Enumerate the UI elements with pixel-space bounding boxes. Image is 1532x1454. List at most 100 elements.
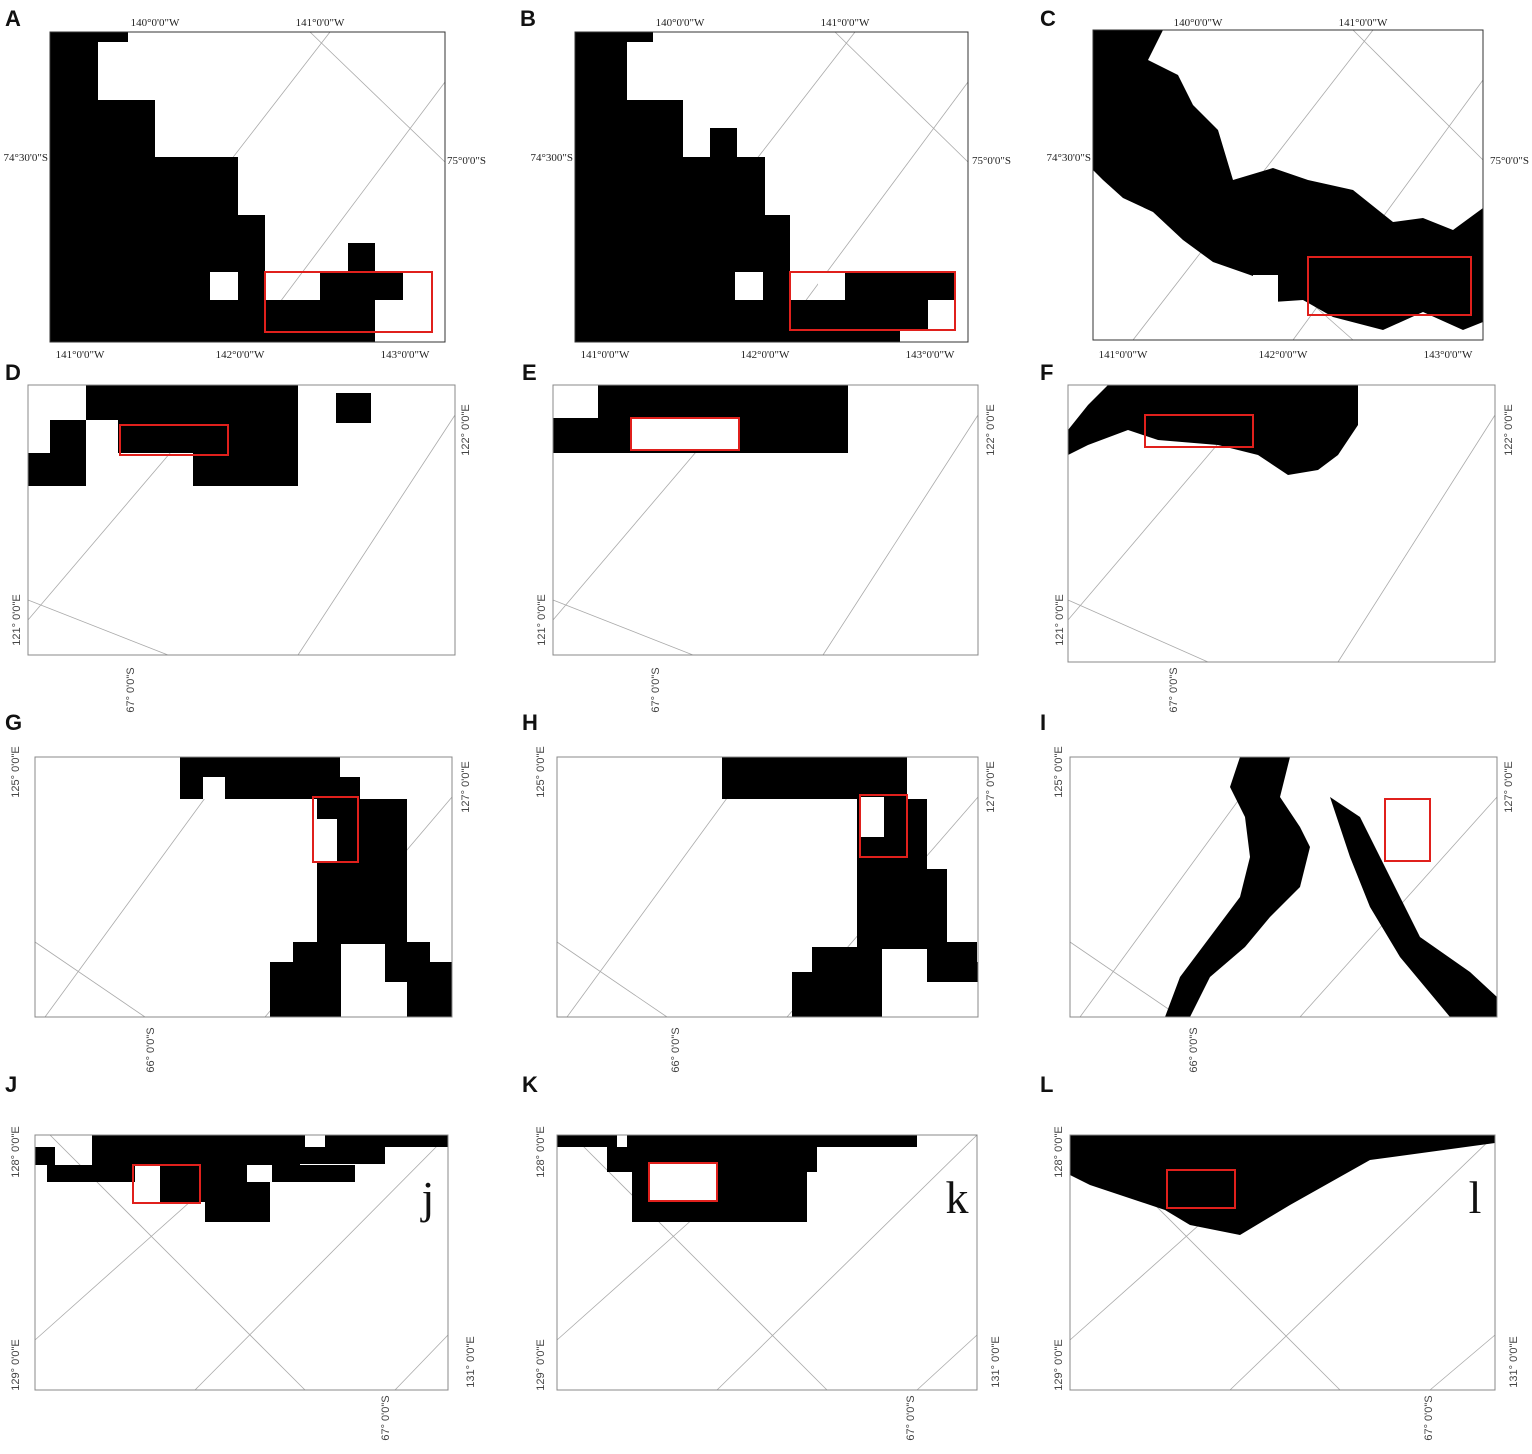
ice-block bbox=[205, 1182, 270, 1222]
ice-block bbox=[857, 869, 947, 949]
coordinate-label: 143°0'0"W bbox=[1424, 349, 1473, 361]
coordinate-label: 142°0'0"W bbox=[1259, 349, 1308, 361]
coordinate-label: 125° 0'0"E bbox=[535, 746, 547, 797]
coordinate-label: 122° 0'0"E bbox=[985, 404, 997, 455]
map-panel bbox=[574, 31, 969, 343]
map-panel bbox=[556, 1134, 978, 1391]
graticule-line bbox=[822, 414, 979, 656]
coordinate-label: 140°0'0"W bbox=[131, 17, 180, 29]
coordinate-label: 67° 0'0"S bbox=[905, 1395, 917, 1440]
highlight-box bbox=[648, 1162, 718, 1202]
graticule-line bbox=[1069, 941, 1181, 1018]
highlight-box bbox=[630, 417, 740, 451]
open-water-block bbox=[631, 418, 739, 450]
map-panel bbox=[1069, 756, 1498, 1018]
ice-region bbox=[1093, 30, 1483, 330]
coordinate-label: 67° 0'0"S bbox=[1168, 667, 1180, 712]
coordinate-label: 66° 0'0"S bbox=[1188, 1027, 1200, 1072]
graticule-line bbox=[1352, 29, 1484, 161]
coordinate-label: 131° 0'0"E bbox=[990, 1336, 1002, 1387]
coordinate-label: 74°30'0"S bbox=[1047, 152, 1092, 164]
ice-block bbox=[557, 1135, 617, 1147]
ice-block bbox=[270, 1135, 305, 1147]
map-frame bbox=[556, 1134, 978, 1391]
ice-block bbox=[336, 393, 371, 423]
coordinate-label: 141°0'0"W bbox=[1339, 17, 1388, 29]
map-panel bbox=[556, 756, 979, 1018]
map-frame bbox=[574, 31, 969, 343]
ice-region bbox=[1330, 797, 1497, 1017]
graticule-line bbox=[1429, 1334, 1496, 1391]
graticule-line bbox=[309, 31, 446, 163]
open-water-block bbox=[1253, 275, 1278, 305]
highlight-box bbox=[132, 1164, 201, 1204]
graticule-line bbox=[194, 1134, 449, 1391]
open-water-block bbox=[247, 1165, 272, 1182]
graticule-line bbox=[556, 941, 668, 1018]
highlight-box bbox=[789, 271, 956, 331]
ice-region bbox=[575, 32, 955, 342]
map-frame bbox=[34, 756, 453, 1018]
coordinate-label: 67° 0'0"S bbox=[380, 1395, 392, 1440]
coordinate-label: 129° 0'0"E bbox=[10, 1339, 22, 1390]
coordinate-label: 67° 0'0"S bbox=[650, 667, 662, 712]
panel-letter: E bbox=[522, 360, 537, 385]
map-panel bbox=[34, 756, 453, 1018]
coordinate-label: 75°0'0"S bbox=[972, 155, 1011, 167]
open-water-block bbox=[210, 272, 238, 300]
coordinate-label: 140°0'0"W bbox=[1174, 17, 1223, 29]
ice-block bbox=[50, 420, 86, 453]
open-water-block bbox=[735, 272, 763, 300]
panel-annotation: k bbox=[946, 1172, 969, 1223]
ice-block bbox=[337, 777, 360, 799]
graticule-line bbox=[566, 756, 758, 1018]
map-panel bbox=[27, 384, 456, 656]
ice-block bbox=[300, 1147, 385, 1164]
coordinate-label: 141°0'0"W bbox=[296, 17, 345, 29]
open-water-block bbox=[135, 1165, 160, 1203]
graticule-line bbox=[552, 599, 694, 656]
map-frame bbox=[1069, 756, 1498, 1018]
ice-block bbox=[598, 385, 848, 418]
graticule-line bbox=[1337, 414, 1496, 663]
graticule-line bbox=[716, 1134, 978, 1391]
coordinate-label: 121° 0'0"E bbox=[11, 594, 23, 645]
graticule-line bbox=[916, 1334, 978, 1391]
panel-letter: A bbox=[5, 6, 21, 31]
panel-letter: K bbox=[522, 1072, 538, 1097]
map-frame bbox=[1069, 1134, 1496, 1391]
coordinate-label: 128° 0'0"E bbox=[535, 1126, 547, 1177]
ice-block bbox=[722, 757, 907, 799]
ice-region bbox=[1068, 385, 1358, 475]
open-water-block bbox=[818, 272, 845, 300]
coordinate-label: 74°30'0"S bbox=[4, 152, 49, 164]
map-panel bbox=[49, 31, 446, 343]
coordinate-label: 129° 0'0"E bbox=[535, 1339, 547, 1390]
coordinate-label: 141°0'0"W bbox=[1099, 349, 1148, 361]
open-water-block bbox=[649, 1163, 717, 1201]
panel-letter: F bbox=[1040, 360, 1053, 385]
coordinate-label: 141°0'0"W bbox=[56, 349, 105, 361]
ice-block bbox=[47, 1165, 92, 1182]
map-frame bbox=[34, 1134, 449, 1391]
ice-block bbox=[28, 453, 86, 486]
coordinate-label: 74°300"S bbox=[530, 152, 573, 164]
graticule-line bbox=[394, 1334, 449, 1391]
map-panel bbox=[1067, 384, 1496, 663]
ice-block bbox=[792, 972, 882, 1017]
graticule-line bbox=[249, 81, 446, 343]
coordinate-label: 141°0'0"W bbox=[821, 17, 870, 29]
coordinate-label: 66° 0'0"S bbox=[145, 1027, 157, 1072]
ice-block bbox=[160, 1182, 205, 1202]
panel-annotation: l bbox=[1469, 1172, 1482, 1223]
graticule-line bbox=[297, 414, 456, 656]
coordinate-label: 75°0'0"S bbox=[447, 155, 486, 167]
highlight-box bbox=[1384, 798, 1431, 862]
coordinate-label: 142°0'0"W bbox=[741, 349, 790, 361]
map-frame bbox=[552, 384, 979, 656]
coordinate-label: 122° 0'0"E bbox=[460, 404, 472, 455]
panel-letter: G bbox=[5, 710, 22, 735]
coordinate-label: 66° 0'0"S bbox=[670, 1027, 682, 1072]
ice-block bbox=[325, 1135, 380, 1147]
